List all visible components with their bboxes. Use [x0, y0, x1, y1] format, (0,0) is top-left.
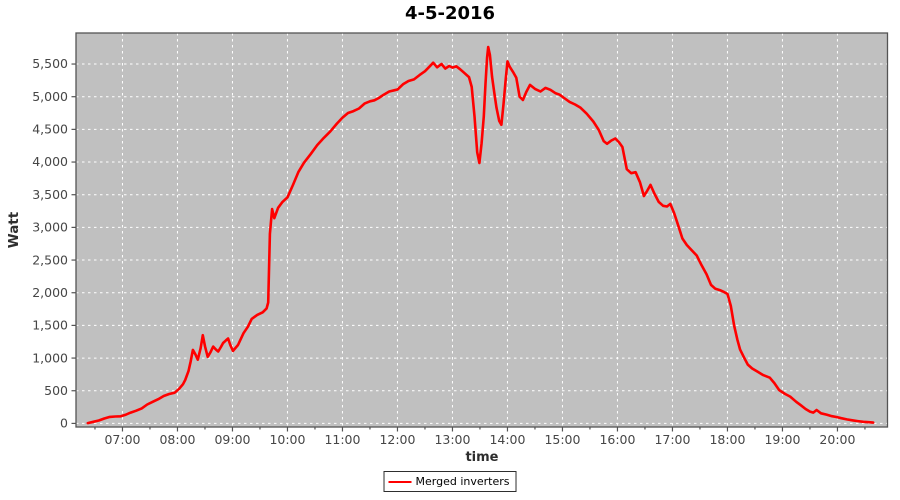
x-tick-labels: 07:00 08:00 09:00 10:00 11:00 12:00 13:00 14:00… — [104, 432, 855, 447]
x-tick-label: 19:00 — [764, 432, 800, 447]
axis-ticks — [71, 63, 866, 432]
legend-label: Merged inverters — [415, 475, 510, 488]
y-tick-label: 1,500 — [32, 318, 68, 333]
x-tick-label: 16:00 — [599, 432, 635, 447]
x-tick-label: 17:00 — [654, 432, 690, 447]
y-tick-labels: 0 500 1,000 1,500 2,000 2,500 3,000 3,500 4,000 4… — [32, 56, 68, 430]
y-tick-label: 5,500 — [32, 56, 68, 71]
y-tick-label: 4,000 — [32, 154, 68, 169]
y-axis-title: Watt — [6, 211, 22, 249]
y-tick-label: 3,500 — [32, 187, 68, 202]
x-tick-label: 18:00 — [709, 432, 745, 447]
x-axis-title: time — [465, 450, 499, 465]
x-tick-label: 08:00 — [159, 432, 195, 447]
y-tick-label: 5,000 — [32, 89, 68, 104]
chart-title: 4-5-2016 — [404, 3, 496, 24]
x-tick-label: 13:00 — [434, 432, 470, 447]
y-tick-label: 4,500 — [32, 122, 68, 137]
y-tick-label: 2,000 — [32, 285, 68, 300]
y-tick-label: 0 — [60, 416, 68, 431]
plot-border — [75, 32, 889, 428]
plot-background — [76, 33, 888, 427]
y-tick-label: 3,000 — [32, 220, 68, 235]
y-tick-label: 1,000 — [32, 350, 68, 365]
x-tick-label: 15:00 — [544, 432, 580, 447]
x-tick-label: 12:00 — [379, 432, 415, 447]
y-tick-label: 2,500 — [32, 252, 68, 267]
x-tick-label: 11:00 — [324, 432, 360, 447]
x-tick-label: 10:00 — [269, 432, 305, 447]
y-tick-label: 500 — [44, 383, 68, 398]
series-line — [86, 45, 875, 425]
x-tick-label: 14:00 — [489, 432, 525, 447]
x-tick-label: 20:00 — [819, 432, 855, 447]
x-tick-label: 09:00 — [214, 432, 250, 447]
x-tick-label: 07:00 — [104, 432, 140, 447]
legend-line-swatch — [388, 480, 412, 483]
legend: Merged inverters — [383, 471, 517, 492]
